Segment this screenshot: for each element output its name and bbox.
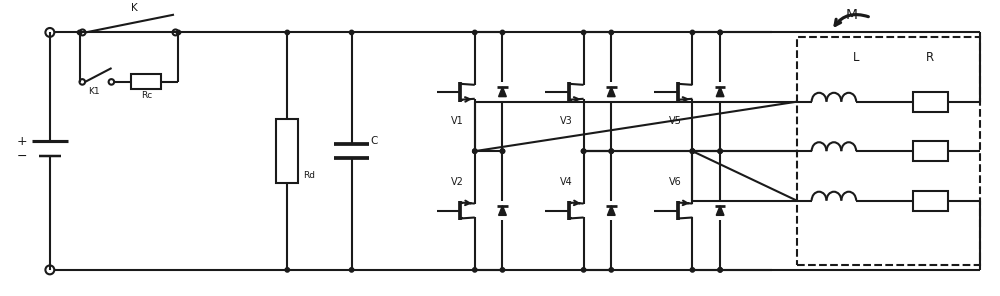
Circle shape bbox=[690, 149, 695, 153]
Bar bbox=[913, 141, 948, 161]
Text: Rd: Rd bbox=[303, 171, 315, 180]
Circle shape bbox=[500, 149, 505, 153]
Circle shape bbox=[473, 268, 477, 272]
Bar bbox=[913, 191, 948, 210]
Circle shape bbox=[473, 149, 477, 153]
Circle shape bbox=[500, 30, 505, 35]
Polygon shape bbox=[499, 206, 506, 215]
Circle shape bbox=[718, 149, 722, 153]
Circle shape bbox=[609, 268, 613, 272]
Text: C: C bbox=[371, 136, 378, 146]
Text: L: L bbox=[853, 51, 859, 64]
Text: R: R bbox=[926, 51, 934, 64]
Text: M: M bbox=[845, 8, 857, 22]
Text: K: K bbox=[131, 3, 137, 13]
Bar bbox=[797, 37, 980, 265]
Circle shape bbox=[285, 30, 289, 35]
Text: Rc: Rc bbox=[141, 91, 152, 100]
Bar bbox=[131, 75, 161, 89]
Circle shape bbox=[581, 149, 586, 153]
Text: V3: V3 bbox=[560, 115, 573, 126]
Circle shape bbox=[718, 268, 722, 272]
Circle shape bbox=[349, 268, 354, 272]
Text: V5: V5 bbox=[669, 115, 682, 126]
Text: −: − bbox=[17, 149, 27, 163]
Circle shape bbox=[690, 149, 695, 153]
Circle shape bbox=[473, 30, 477, 35]
Text: V6: V6 bbox=[669, 177, 681, 187]
Circle shape bbox=[718, 268, 722, 272]
Circle shape bbox=[581, 30, 586, 35]
Circle shape bbox=[718, 149, 722, 153]
Polygon shape bbox=[499, 87, 506, 96]
Circle shape bbox=[690, 268, 695, 272]
Bar bbox=[276, 120, 298, 183]
Text: K1: K1 bbox=[89, 87, 100, 96]
Circle shape bbox=[500, 268, 505, 272]
Circle shape bbox=[690, 30, 695, 35]
Polygon shape bbox=[716, 206, 724, 215]
Circle shape bbox=[609, 149, 613, 153]
Circle shape bbox=[609, 149, 613, 153]
Polygon shape bbox=[607, 206, 615, 215]
Circle shape bbox=[609, 30, 613, 35]
Circle shape bbox=[718, 30, 722, 35]
Text: V2: V2 bbox=[451, 177, 464, 187]
Text: V1: V1 bbox=[451, 115, 464, 126]
Bar bbox=[913, 92, 948, 112]
Circle shape bbox=[690, 149, 695, 153]
Text: +: + bbox=[17, 135, 27, 148]
Circle shape bbox=[473, 149, 477, 153]
Text: V4: V4 bbox=[560, 177, 573, 187]
Circle shape bbox=[581, 268, 586, 272]
Circle shape bbox=[176, 30, 181, 35]
Polygon shape bbox=[716, 87, 724, 96]
Circle shape bbox=[285, 268, 289, 272]
Polygon shape bbox=[607, 87, 615, 96]
Circle shape bbox=[718, 30, 722, 35]
Circle shape bbox=[77, 30, 82, 35]
Circle shape bbox=[500, 149, 505, 153]
Circle shape bbox=[349, 30, 354, 35]
Circle shape bbox=[581, 149, 586, 153]
